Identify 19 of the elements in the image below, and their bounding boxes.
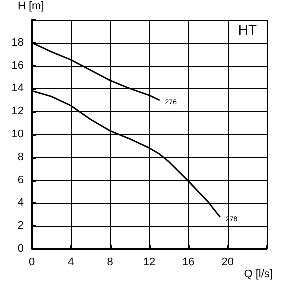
x-tick-label: 12 — [143, 256, 156, 268]
y-tick-label: 10 — [12, 128, 24, 140]
y-tick-label: 8 — [18, 151, 24, 164]
y-tick-label: 6 — [18, 174, 24, 186]
y-tick-label: 18 — [12, 36, 24, 49]
y-tick-label: 0 — [18, 243, 24, 255]
x-axis-title: Q [l/s] — [244, 268, 273, 280]
x-tick-label: 0 — [28, 256, 36, 268]
x-tick-label: 8 — [107, 256, 114, 268]
x-tick-label: 16 — [182, 256, 195, 268]
y-tick-label: 14 — [12, 82, 24, 95]
y-axis-title: H [m] — [18, 0, 44, 12]
x-tick-label: 20 — [222, 256, 234, 268]
y-tick-label: 16 — [12, 60, 24, 72]
y-tick-label: 2 — [18, 220, 24, 232]
annotation: HT — [238, 22, 258, 38]
x-tick-label: 4 — [68, 256, 74, 268]
y-tick-label: 12 — [12, 106, 24, 118]
y-tick-label: 4 — [18, 197, 24, 210]
